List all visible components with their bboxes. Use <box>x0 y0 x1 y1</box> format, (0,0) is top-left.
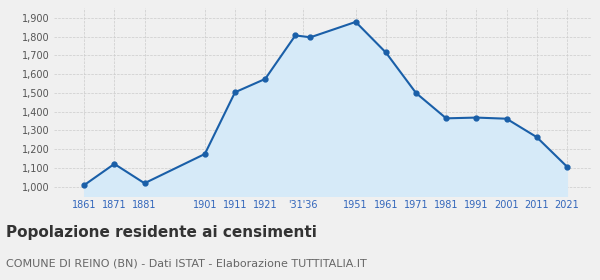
Text: COMUNE DI REINO (BN) - Dati ISTAT - Elaborazione TUTTITALIA.IT: COMUNE DI REINO (BN) - Dati ISTAT - Elab… <box>6 259 367 269</box>
Text: Popolazione residente ai censimenti: Popolazione residente ai censimenti <box>6 225 317 241</box>
